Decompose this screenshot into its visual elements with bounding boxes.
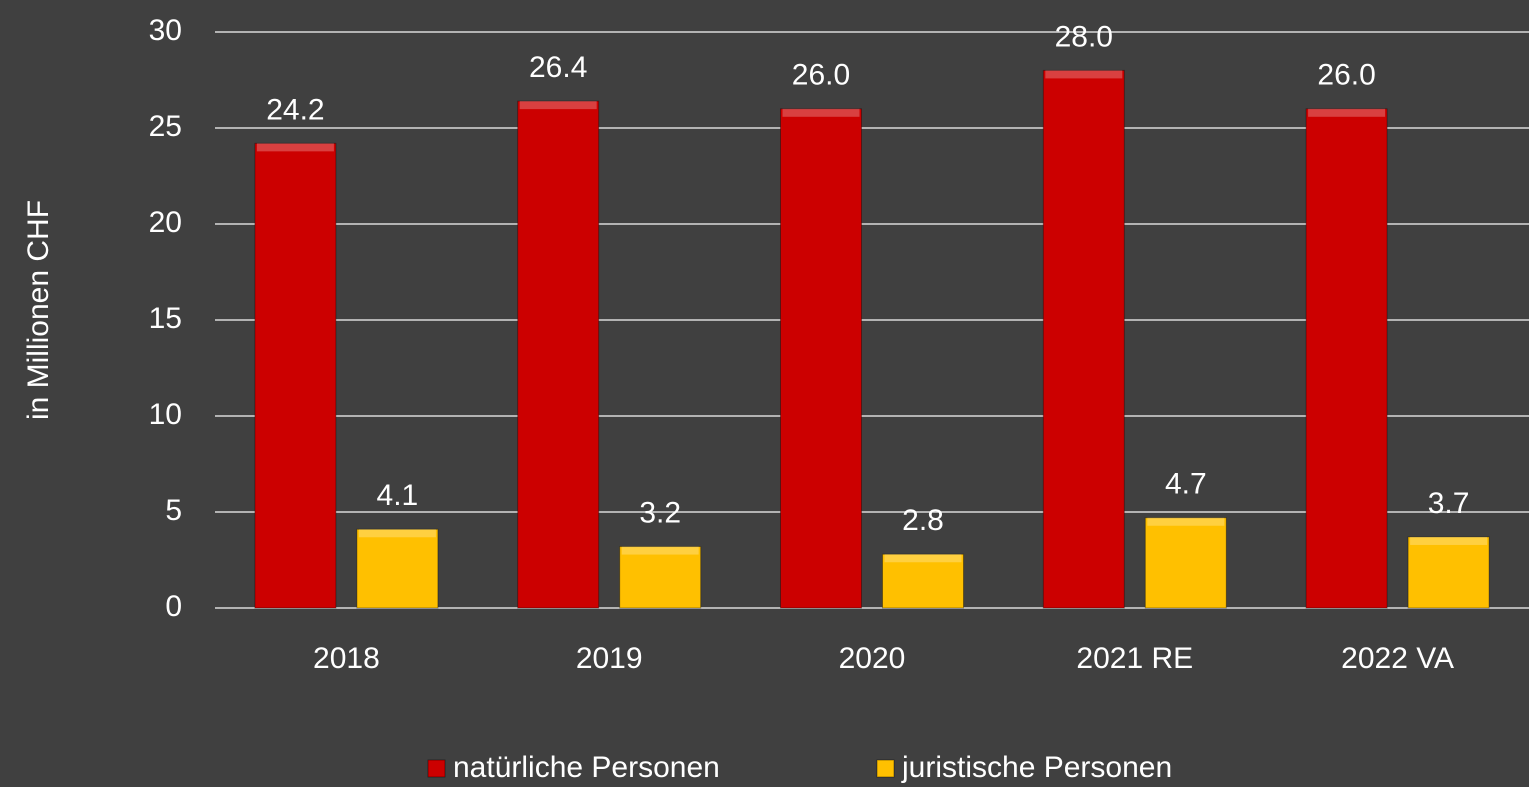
legend-label: natürliche Personen [453,751,720,784]
legend-marker [427,759,446,778]
bar [254,142,337,609]
bar-highlight [884,554,962,563]
x-tick-label: 2019 [576,642,643,675]
data-label: 3.2 [639,496,681,529]
y-tick-label: 30 [149,14,182,47]
bar-highlight [621,546,699,555]
bar [619,546,702,609]
y-tick-label: 25 [149,110,182,143]
data-label: 28.0 [1055,20,1113,53]
bar-highlight [1045,70,1123,79]
data-label: 3.7 [1428,487,1470,520]
x-tick-label: 2022 VA [1341,642,1454,675]
y-tick-label: 5 [165,494,182,527]
legend-marker [876,759,895,778]
bar [356,528,439,609]
bar [517,100,600,609]
data-label: 4.1 [377,479,419,512]
bar-highlight [1308,108,1386,117]
data-label: 24.2 [266,93,324,126]
bar-highlight [1410,536,1488,545]
data-label: 26.4 [529,51,587,84]
bar [1305,108,1388,609]
y-tick-label: 20 [149,206,182,239]
data-label: 26.0 [1317,59,1375,92]
x-tick-label: 2018 [313,642,380,675]
x-tick-label: 2020 [839,642,906,675]
bar-highlight [1147,517,1225,526]
data-label: 4.7 [1165,468,1207,501]
y-tick-label: 10 [149,398,182,431]
y-tick-label: 15 [149,302,182,335]
bar-highlight [782,108,860,117]
bar [780,108,862,609]
bar-highlight [519,101,597,110]
y-tick-label: 0 [165,590,182,623]
bar-highlight [256,143,334,152]
x-tick-label: 2021 RE [1076,642,1193,675]
bar [882,553,964,609]
data-label: 2.8 [902,504,944,537]
legend-label: juristische Personen [901,751,1172,784]
bar [1407,536,1490,609]
y-axis-label: in Millionen CHF [22,200,55,420]
bar [1042,69,1125,609]
bar-highlight [358,529,436,538]
bar [1144,517,1227,609]
data-label: 26.0 [792,59,850,92]
